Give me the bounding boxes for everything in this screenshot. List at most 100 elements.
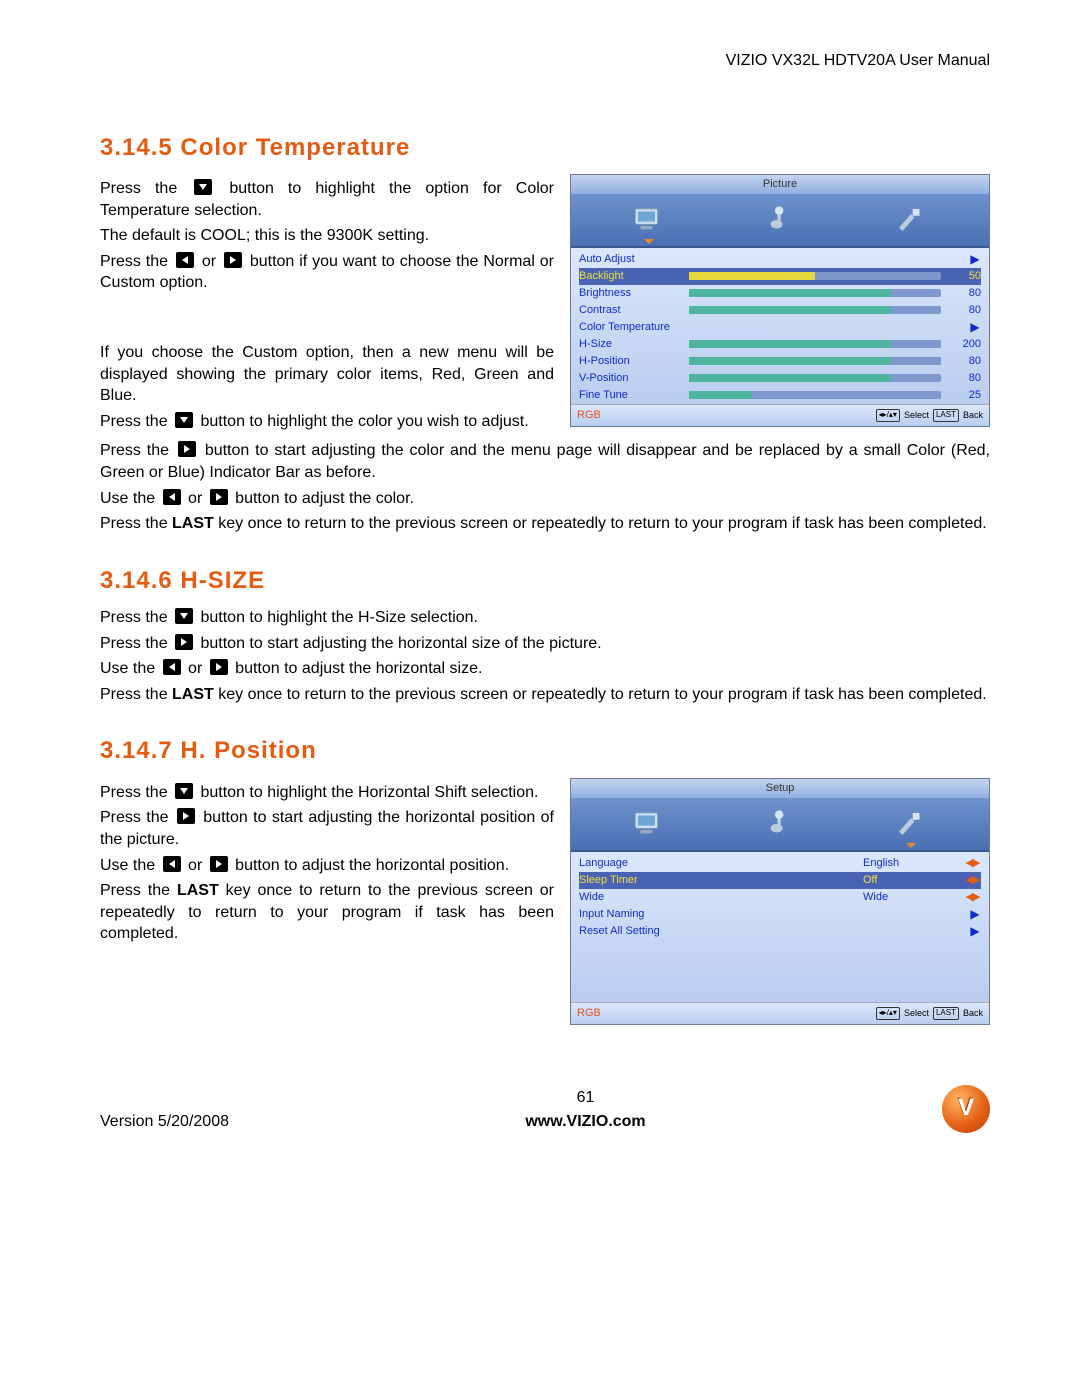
nav-key-icon: ◂▸/▴▾ <box>876 1007 900 1020</box>
osd-footer: RGB ◂▸/▴▾ Select LAST Back <box>571 404 989 426</box>
last-key-text: LAST <box>177 882 219 899</box>
osd-row-label: Wide <box>579 890 689 905</box>
para: Press the button to start adjusting the … <box>100 440 990 483</box>
text: key once to return to the previous scree… <box>218 515 986 532</box>
slider-track <box>689 340 941 348</box>
osd-row: Backlight50 <box>579 268 981 285</box>
down-icon <box>194 179 212 195</box>
left-icon <box>163 659 181 675</box>
osd-row-label: Auto Adjust <box>579 252 689 267</box>
heading-title: Color Temperature <box>180 134 410 161</box>
osd-input-label: RGB <box>577 408 601 423</box>
osd-row-value: 25 <box>949 388 981 403</box>
chevron-right-icon: ▶ <box>969 319 981 335</box>
chevron-right-icon: ▶ <box>969 251 981 267</box>
chevron-right-icon: ▶ <box>969 906 981 922</box>
slider-track <box>689 391 941 399</box>
slider-fill <box>689 340 891 348</box>
osd-row: Contrast80 <box>579 302 981 319</box>
slider-track <box>689 374 941 382</box>
para: Press the button to highlight the color … <box>100 411 554 433</box>
left-icon <box>163 489 181 505</box>
slider-fill <box>689 374 891 382</box>
text: button to start adjusting the color and … <box>100 442 990 481</box>
heading-num: 3.14.7 <box>100 737 173 764</box>
select-label: Select <box>904 1007 929 1019</box>
right-icon <box>177 808 195 824</box>
heading-h-size: 3.14.6 H-SIZE <box>100 565 990 597</box>
arrows-lr-icon: ◀▶ <box>963 856 981 871</box>
text: or <box>188 857 207 874</box>
para: Press the button to start adjusting the … <box>100 807 554 850</box>
right-icon <box>210 489 228 505</box>
doc-header: VIZIO VX32L HDTV20A User Manual <box>100 50 990 72</box>
osd-tabs <box>571 798 989 852</box>
osd-footer: RGB ◂▸/▴▾ Select LAST Back <box>571 1002 989 1024</box>
osd-row: WideWide◀▶ <box>579 889 981 906</box>
text: Press the <box>100 442 175 459</box>
slider-track <box>689 289 941 297</box>
para: Press the button to highlight the H-Size… <box>100 607 990 629</box>
slider-fill <box>689 391 752 399</box>
osd-row-label: Language <box>579 856 689 871</box>
text: Press the <box>100 635 172 652</box>
para: The default is COOL; this is the 9300K s… <box>100 225 554 247</box>
spacer <box>100 298 554 338</box>
text: Use the <box>100 660 160 677</box>
osd-tab-audio-icon <box>760 806 800 842</box>
osd-tab-setup-icon <box>891 202 931 238</box>
osd-row-label: Sleep Timer <box>579 873 689 888</box>
osd-row-label: V-Position <box>579 371 689 386</box>
chevron-right-icon: ▶ <box>969 923 981 939</box>
osd-row-value: 50 <box>949 269 981 284</box>
para: Press the LAST key once to return to the… <box>100 513 990 535</box>
osd-hints: ◂▸/▴▾ Select LAST Back <box>876 409 983 422</box>
osd-title: Setup <box>571 779 989 798</box>
last-key-icon: LAST <box>933 409 959 422</box>
heading-title: H-SIZE <box>180 567 265 594</box>
last-key-icon: LAST <box>933 1007 959 1020</box>
right-icon <box>178 441 196 457</box>
text: Press the <box>100 784 172 801</box>
left-icon <box>176 252 194 268</box>
osd-row-label: Contrast <box>579 303 689 318</box>
osd-row-label: H-Size <box>579 337 689 352</box>
text: button to start adjusting the horizontal… <box>200 635 601 652</box>
heading-num: 3.14.6 <box>100 567 173 594</box>
last-key-text: LAST <box>172 686 214 703</box>
text: or <box>188 660 207 677</box>
slider-fill <box>689 306 891 314</box>
text: button to highlight the Horizontal Shift… <box>200 784 538 801</box>
arrows-lr-icon: ◀▶ <box>963 873 981 888</box>
osd-row: H-Position80 <box>579 353 981 370</box>
para: Press the button to highlight the Horizo… <box>100 782 554 804</box>
osd-row: Auto Adjust ▶ <box>579 251 981 268</box>
osd-row-value: 200 <box>949 337 981 352</box>
osd-row: Sleep TimerOff◀▶ <box>579 872 981 889</box>
para: Use the or button to adjust the horizont… <box>100 658 990 680</box>
heading-title: H. Position <box>180 737 316 764</box>
osd-picture-menu: Picture Auto Adjust▶Backlight50Brightnes… <box>570 174 990 427</box>
osd-row-value: 80 <box>949 371 981 386</box>
osd-row: LanguageEnglish◀▶ <box>579 855 981 872</box>
down-icon <box>175 783 193 799</box>
text: Press the <box>100 253 173 270</box>
vizio-logo-icon: V <box>942 1085 990 1133</box>
osd-tabs <box>571 194 989 248</box>
para: Press the or button if you want to choos… <box>100 251 554 294</box>
osd-tab-setup-icon <box>891 806 931 842</box>
select-label: Select <box>904 409 929 421</box>
text: Press the <box>100 609 172 626</box>
right-icon <box>210 856 228 872</box>
arrows-lr-icon: ◀▶ <box>963 890 981 905</box>
heading-h-position: 3.14.7 H. Position <box>100 735 990 767</box>
slider-fill <box>689 289 891 297</box>
text: Use the <box>100 490 160 507</box>
slider-fill <box>689 272 815 280</box>
osd-title: Picture <box>571 175 989 194</box>
osd-row-label: Brightness <box>579 286 689 301</box>
osd-row-label: Fine Tune <box>579 388 689 403</box>
para: Use the or button to adjust the horizont… <box>100 855 554 877</box>
text: Press the <box>100 809 174 826</box>
osd-row-value: 80 <box>949 286 981 301</box>
